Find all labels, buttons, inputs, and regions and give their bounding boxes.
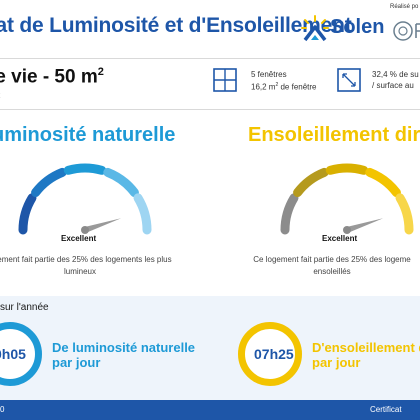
- room-info-bar: le vie - 50 m2 t 5 fenêtres 16,2 m2 de f…: [0, 58, 420, 110]
- windows-area: 16,2 m2 de fenêtre: [251, 82, 317, 92]
- sunshine-gauge-segment: [280, 193, 299, 235]
- footer-certificate-label: Certificat: [370, 405, 402, 414]
- surface-ratio-label: / surface au: [372, 81, 414, 90]
- luminosity-gauge-segment: [18, 193, 37, 235]
- brand-name: Solen: [330, 16, 385, 38]
- sunshine-gauge-segment: [325, 163, 369, 175]
- luminosity-title: uminosité naturelle: [0, 124, 176, 146]
- windows-summary: 5 fenêtres 16,2 m2 de fenêtre: [251, 69, 317, 93]
- sunshine-gauge-hub: [343, 226, 351, 234]
- sun-house-icon: [301, 15, 329, 42]
- room-title: le vie - 50 m2: [0, 66, 104, 88]
- luminosity-gauge-segment: [63, 163, 107, 175]
- partner-logo-icon: [393, 21, 420, 41]
- luminosity-hours-label: De luminosité naturelle par jour: [52, 340, 196, 370]
- surface-ratio-icon: [337, 68, 361, 92]
- sunshine-rating: Excellent: [322, 234, 358, 243]
- sunshine-gauge-segment: [293, 167, 329, 197]
- surface-summary: 32,4 % de su / surface au: [372, 69, 419, 91]
- luminosity-description: ogement fait partie des 25% des logement…: [0, 255, 172, 276]
- solen-logo: Solen: [300, 14, 385, 44]
- sunshine-hours-value: 07h25: [254, 346, 294, 362]
- luminosity-gauge-segment: [31, 167, 67, 197]
- partner-label: Réalisé po: [390, 4, 419, 10]
- sunshine-gauge: [280, 163, 414, 235]
- luminosity-rating: Excellent: [61, 234, 97, 243]
- yearly-summary-band: [0, 296, 420, 400]
- sunshine-description: Ce logement fait partie des 25% des loge…: [253, 255, 411, 276]
- sunshine-title: Ensoleillement direc: [248, 124, 420, 146]
- header: cat de Luminosité et d'Ensoleillement So…: [0, 0, 420, 58]
- sunshine-gauge-needle: [346, 218, 384, 233]
- footer-page-number: 0: [0, 405, 5, 414]
- sunshine-gauge-segment: [395, 193, 414, 235]
- sunshine-gauge-segment: [365, 167, 401, 197]
- luminosity-gauge-segment: [103, 167, 139, 197]
- luminosity-gauge-hub: [81, 226, 89, 234]
- window-icon: [213, 68, 237, 92]
- yearly-summary-label: sur l'année: [0, 302, 49, 313]
- footer: 0 Certificat: [0, 400, 420, 420]
- windows-count: 5 fenêtres: [251, 70, 287, 79]
- sunshine-hours-label: D'ensoleillement di par jour: [312, 340, 420, 370]
- page-title: cat de Luminosité et d'Ensoleillement: [0, 14, 352, 37]
- luminosity-gauge: [18, 163, 152, 235]
- surface-ratio: 32,4 % de su: [372, 70, 419, 79]
- luminosity-gauge-segment: [133, 193, 152, 235]
- luminosity-gauge-needle: [84, 218, 122, 233]
- luminosity-hours-value: 0h05: [0, 346, 26, 362]
- sunshine-hours-ring: [238, 322, 302, 386]
